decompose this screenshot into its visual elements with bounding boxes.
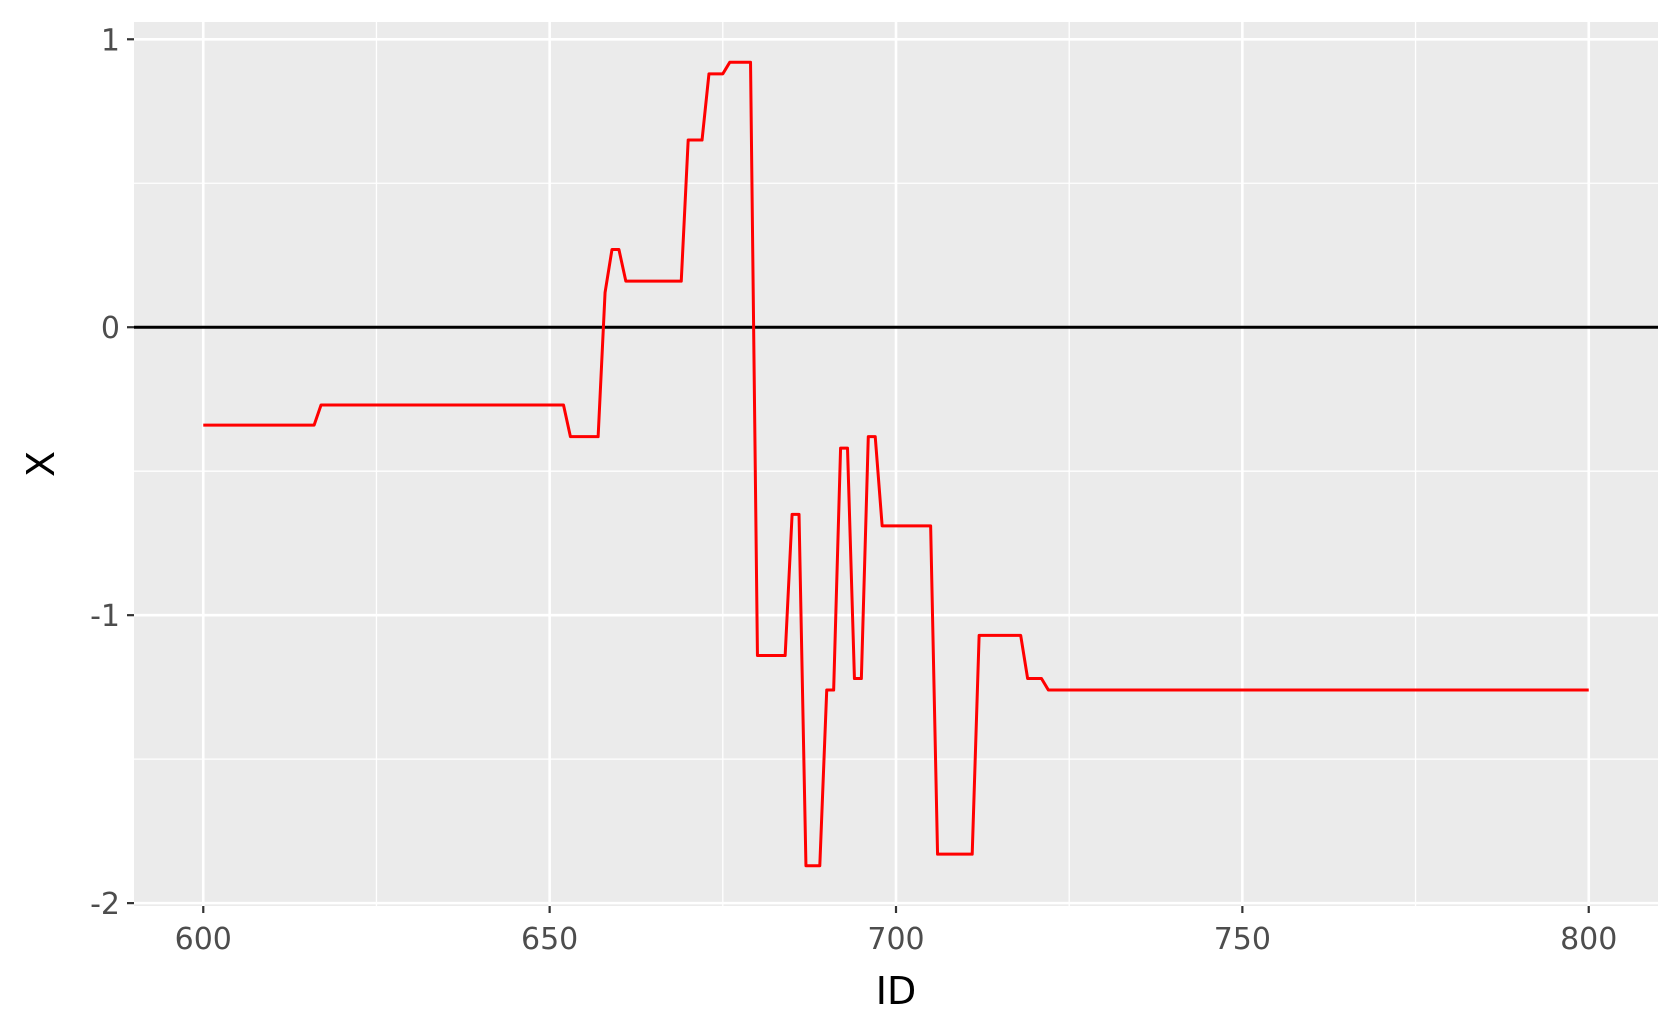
x-tick-label: 600 <box>175 922 232 957</box>
data-series-line <box>203 60 1589 868</box>
y-tick-label: 0 <box>101 311 120 346</box>
y-tick-label: 1 <box>101 23 120 58</box>
x-axis: 600 650 700 750 800 <box>175 906 1617 957</box>
x-tick-label: 750 <box>1214 922 1271 957</box>
y-tick-label: -1 <box>90 599 120 634</box>
y-tick-label: -2 <box>90 887 120 922</box>
x-tick-label: 800 <box>1560 922 1617 957</box>
x-tick-label: 650 <box>521 922 578 957</box>
x-axis-title: ID <box>876 969 916 1013</box>
x-tick-label: 700 <box>867 922 924 957</box>
y-axis: 1 0 -1 -2 <box>90 23 134 922</box>
y-axis-title: X <box>19 451 63 477</box>
